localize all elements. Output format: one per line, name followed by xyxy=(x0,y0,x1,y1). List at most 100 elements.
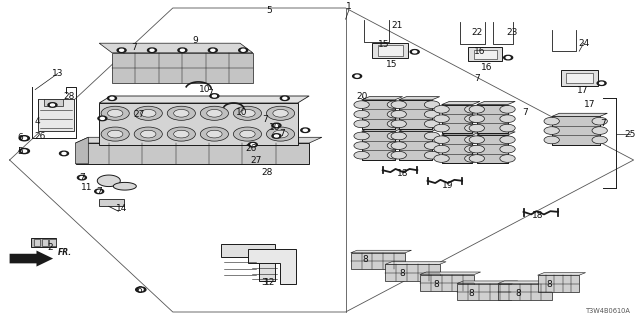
Bar xyxy=(457,284,511,300)
Text: 19: 19 xyxy=(442,181,454,190)
Polygon shape xyxy=(477,101,515,105)
Circle shape xyxy=(266,106,294,120)
Circle shape xyxy=(434,106,449,113)
Circle shape xyxy=(19,136,29,141)
Text: 6: 6 xyxy=(137,286,142,295)
Bar xyxy=(566,73,593,83)
Circle shape xyxy=(97,190,101,192)
Circle shape xyxy=(354,110,369,118)
Polygon shape xyxy=(76,137,88,164)
Bar xyxy=(372,43,408,58)
Polygon shape xyxy=(552,113,607,116)
Bar xyxy=(477,135,508,163)
Circle shape xyxy=(141,109,156,117)
Circle shape xyxy=(234,127,262,141)
Circle shape xyxy=(354,151,369,159)
Circle shape xyxy=(209,48,218,52)
Circle shape xyxy=(211,49,215,51)
Text: 4: 4 xyxy=(35,117,40,126)
Circle shape xyxy=(178,48,187,52)
Circle shape xyxy=(200,127,228,141)
Circle shape xyxy=(387,142,403,149)
Text: 7: 7 xyxy=(279,129,284,138)
Text: 10: 10 xyxy=(199,85,211,94)
Bar xyxy=(552,116,600,145)
Circle shape xyxy=(387,132,403,140)
Circle shape xyxy=(275,135,278,137)
Circle shape xyxy=(353,74,362,78)
Circle shape xyxy=(266,127,294,141)
Text: 27: 27 xyxy=(250,156,262,164)
Circle shape xyxy=(354,142,369,149)
Circle shape xyxy=(283,97,287,99)
Bar xyxy=(538,275,579,292)
Bar xyxy=(76,143,309,164)
Circle shape xyxy=(469,155,484,162)
Circle shape xyxy=(273,130,288,138)
Text: 5: 5 xyxy=(266,6,271,15)
Circle shape xyxy=(22,150,27,152)
Circle shape xyxy=(240,130,255,138)
Circle shape xyxy=(62,152,66,155)
Circle shape xyxy=(597,81,606,85)
Bar xyxy=(474,50,497,59)
Circle shape xyxy=(22,137,27,140)
Circle shape xyxy=(354,132,369,140)
Circle shape xyxy=(391,151,406,159)
Polygon shape xyxy=(442,132,480,135)
Circle shape xyxy=(506,57,510,59)
Text: 8: 8 xyxy=(362,255,367,264)
Circle shape xyxy=(248,142,257,147)
Circle shape xyxy=(136,287,146,292)
Circle shape xyxy=(95,189,104,194)
Circle shape xyxy=(234,106,262,120)
Bar xyxy=(49,239,56,246)
Circle shape xyxy=(148,48,157,52)
Text: 8: 8 xyxy=(399,269,404,278)
Circle shape xyxy=(391,142,406,149)
Polygon shape xyxy=(420,272,481,275)
Circle shape xyxy=(77,175,86,180)
Text: 16: 16 xyxy=(481,63,492,72)
Polygon shape xyxy=(351,250,412,253)
Circle shape xyxy=(544,136,559,144)
Circle shape xyxy=(110,97,114,99)
Bar xyxy=(362,100,395,129)
Bar xyxy=(561,70,598,86)
Circle shape xyxy=(120,49,124,51)
Bar xyxy=(477,105,508,133)
Circle shape xyxy=(207,130,222,138)
Circle shape xyxy=(272,134,281,138)
Bar xyxy=(362,131,395,160)
Polygon shape xyxy=(538,273,586,275)
Polygon shape xyxy=(442,101,480,105)
Text: 17: 17 xyxy=(584,100,596,109)
Circle shape xyxy=(469,145,484,153)
Text: 5: 5 xyxy=(18,147,23,156)
Text: 27: 27 xyxy=(134,110,145,119)
Circle shape xyxy=(275,124,278,126)
Circle shape xyxy=(210,94,219,98)
Text: 3: 3 xyxy=(261,278,266,287)
Polygon shape xyxy=(221,244,275,281)
Bar xyxy=(399,131,432,160)
Circle shape xyxy=(424,101,440,108)
Bar xyxy=(351,253,405,269)
Circle shape xyxy=(500,136,515,144)
Bar xyxy=(442,105,472,133)
Circle shape xyxy=(51,104,54,106)
Polygon shape xyxy=(113,182,136,190)
Bar xyxy=(31,238,56,247)
Circle shape xyxy=(387,120,403,128)
Circle shape xyxy=(101,106,129,120)
Polygon shape xyxy=(10,251,53,267)
Circle shape xyxy=(391,120,406,128)
Circle shape xyxy=(391,101,406,108)
Text: 2: 2 xyxy=(47,244,52,252)
Bar xyxy=(378,45,403,56)
Circle shape xyxy=(212,95,216,97)
Text: 26: 26 xyxy=(245,144,257,153)
Circle shape xyxy=(387,101,403,108)
Text: 15: 15 xyxy=(386,60,397,68)
Circle shape xyxy=(500,155,515,162)
